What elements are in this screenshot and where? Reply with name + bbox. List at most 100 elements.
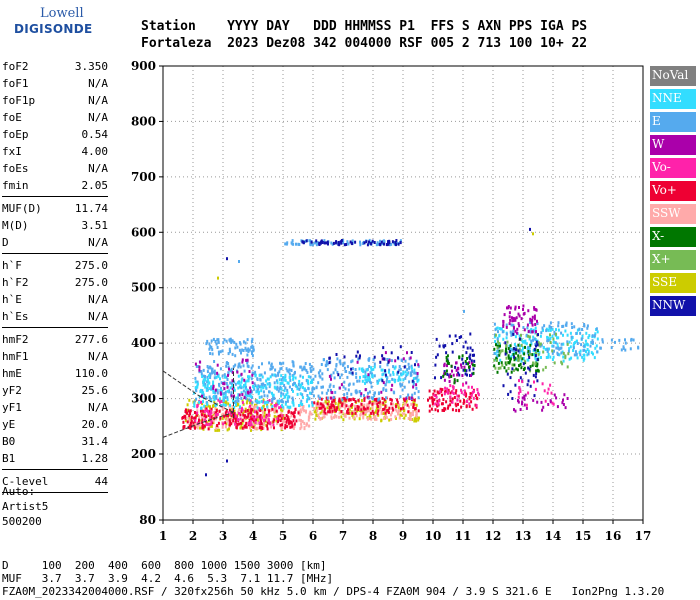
echo-point (466, 400, 468, 403)
echo-point (234, 417, 237, 421)
echo-point (569, 345, 572, 349)
echo-point (532, 361, 534, 365)
echo-point (462, 368, 465, 372)
param-row: h`Es N/A (2, 308, 108, 325)
echo-point (495, 343, 497, 347)
echo-point (517, 322, 520, 326)
echo-point (587, 349, 590, 353)
echo-point (507, 305, 510, 308)
echo-point (446, 372, 449, 376)
echo-point (359, 354, 361, 358)
echo-point (533, 337, 536, 341)
echo-point (513, 408, 515, 412)
echo-point (216, 391, 219, 395)
echo-point (337, 241, 340, 244)
echo-point (324, 363, 327, 367)
echo-point (552, 344, 555, 348)
echo-point (362, 416, 365, 420)
echo-point (519, 344, 522, 348)
echo-point (367, 373, 370, 377)
echo-point (291, 239, 294, 243)
echo-point (373, 365, 376, 369)
echo-point (344, 412, 347, 416)
echo-point (470, 359, 473, 363)
echo-point (523, 403, 526, 407)
echo-point (369, 407, 372, 411)
echo-point (266, 424, 269, 428)
x-axis-ticks: 1 2 3 4 5 6 7 8 9 10 11 12 13 14 15 16 17 (159, 520, 651, 543)
echo-point (214, 404, 217, 407)
echo-point (554, 341, 557, 345)
echo-point (212, 395, 215, 398)
echo-point (500, 349, 502, 353)
x-tick-label: 11 (455, 529, 472, 543)
echo-point (596, 337, 599, 341)
echo-point (285, 420, 288, 424)
echo-point (533, 306, 536, 310)
echo-point (245, 397, 248, 401)
echo-point (260, 373, 263, 377)
auto-line2: Artist5 (2, 500, 49, 513)
echo-point (571, 336, 574, 339)
echo-point (249, 391, 252, 395)
echo-point (381, 396, 384, 400)
echo-point (531, 315, 534, 319)
echo-point (292, 363, 295, 367)
y-tick-label: 900 (131, 59, 156, 73)
echo-point (240, 351, 242, 355)
echo-point (373, 355, 376, 359)
echo-point (313, 407, 316, 410)
echo-point (300, 410, 303, 414)
echo-point (254, 399, 257, 403)
echo-point (468, 368, 471, 372)
echo-point (454, 402, 457, 406)
echo-point (225, 364, 228, 368)
echo-point (283, 383, 286, 387)
echo-point (213, 398, 216, 402)
echo-point (312, 367, 315, 371)
echo-point (343, 355, 346, 359)
echo-point (444, 372, 447, 376)
echo-point (327, 388, 330, 392)
echo-point (451, 350, 454, 354)
echo-point (184, 419, 187, 423)
echo-point (381, 354, 384, 358)
echo-point (367, 391, 369, 395)
echo-point (253, 410, 256, 414)
echo-point (215, 417, 217, 421)
echo-point (365, 404, 368, 408)
echo-point (458, 409, 460, 413)
echo-point (271, 373, 274, 377)
echo-point (378, 378, 381, 382)
echo-point (263, 371, 266, 375)
echo-point (401, 413, 403, 417)
echo-point (403, 385, 406, 389)
echo-point (333, 415, 335, 419)
echo-point (242, 340, 245, 344)
echo-point (212, 380, 215, 384)
echo-point (241, 393, 244, 397)
echo-point (270, 409, 273, 413)
echo-point (283, 416, 286, 420)
echo-point (322, 405, 325, 409)
echo-point (205, 387, 208, 391)
echo-point (336, 406, 339, 410)
echo-point (583, 348, 586, 352)
echo-point (348, 416, 351, 420)
echo-point (280, 394, 283, 398)
echo-point (278, 370, 281, 374)
echo-point (222, 392, 225, 396)
echo-point (397, 406, 400, 409)
echo-point (505, 356, 508, 360)
echo-point (299, 392, 302, 396)
echo-point (610, 338, 613, 342)
echo-point (326, 240, 329, 244)
echo-point (346, 392, 349, 396)
echo-point (352, 398, 355, 401)
echo-point (366, 406, 369, 410)
echo-point (249, 404, 251, 408)
echo-point (234, 382, 237, 386)
echo-point (311, 243, 314, 247)
echo-point (360, 392, 363, 396)
echo-point (307, 424, 310, 428)
